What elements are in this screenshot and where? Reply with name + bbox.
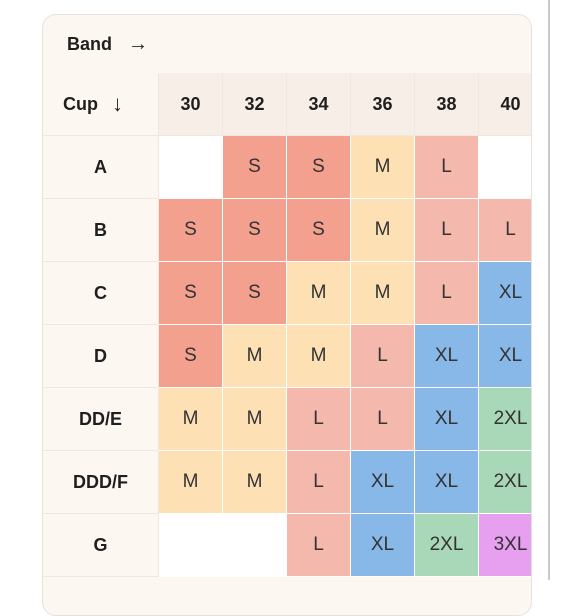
band-column-header: 38 [415, 73, 479, 136]
size-cell: M [287, 325, 351, 388]
band-column-header: 32 [223, 73, 287, 136]
arrow-down-icon: ↓ [112, 91, 123, 116]
size-cell: M [223, 388, 287, 451]
size-cell: S [223, 199, 287, 262]
size-cell: XL [415, 388, 479, 451]
size-cell: XL [415, 325, 479, 388]
size-cell: L [415, 199, 479, 262]
cup-label: Cup [63, 93, 98, 114]
size-cell: 2XL [479, 451, 531, 514]
size-grid: Cup ↓ 30 32 34 36 38 40 A S S M L B S S S M L L C S S M M L XL D S… [43, 73, 531, 577]
cup-row-header: A [43, 136, 159, 199]
size-cell: S [159, 199, 223, 262]
size-cell: M [159, 451, 223, 514]
size-cell: XL [415, 451, 479, 514]
cup-row-header: D [43, 325, 159, 388]
size-cell: 3XL [479, 514, 531, 577]
size-cell: L [287, 514, 351, 577]
size-cell: L [287, 451, 351, 514]
size-cell: S [223, 136, 287, 199]
band-column-header: 40 [479, 73, 531, 136]
size-cell: XL [479, 262, 531, 325]
band-column-header: 36 [351, 73, 415, 136]
arrow-right-icon: → [128, 32, 148, 55]
size-cell: M [351, 136, 415, 199]
size-cell: L [287, 388, 351, 451]
size-cell: S [223, 262, 287, 325]
size-cell [223, 514, 287, 577]
cup-row-header: DDD/F [43, 451, 159, 514]
cup-row-header: DD/E [43, 388, 159, 451]
size-cell: M [159, 388, 223, 451]
band-column-header: 30 [159, 73, 223, 136]
size-cell: XL [351, 514, 415, 577]
cup-header: Cup ↓ [43, 73, 159, 136]
size-cell: M [351, 262, 415, 325]
band-header: Band → [43, 15, 531, 73]
size-cell: L [351, 325, 415, 388]
cup-row-header: G [43, 514, 159, 577]
band-column-header: 34 [287, 73, 351, 136]
size-cell: 2XL [415, 514, 479, 577]
size-cell: S [287, 136, 351, 199]
band-label: Band [67, 33, 112, 54]
size-cell: L [479, 199, 531, 262]
cup-row-header: C [43, 262, 159, 325]
size-cell: M [287, 262, 351, 325]
size-cell [159, 136, 223, 199]
size-cell: L [415, 262, 479, 325]
size-cell: L [415, 136, 479, 199]
size-cell: M [351, 199, 415, 262]
size-cell: M [223, 451, 287, 514]
size-cell: S [159, 325, 223, 388]
size-cell: S [287, 199, 351, 262]
size-cell [159, 514, 223, 577]
size-cell: XL [479, 325, 531, 388]
size-cell: S [159, 262, 223, 325]
size-cell: XL [351, 451, 415, 514]
cup-row-header: B [43, 199, 159, 262]
size-cell: 2XL [479, 388, 531, 451]
scrollbar[interactable] [548, 0, 550, 580]
size-cell: L [351, 388, 415, 451]
size-cell: M [223, 325, 287, 388]
size-chart-card: Band → Cup ↓ 30 32 34 36 38 40 A S S M L B S S S M L L C S S… [42, 14, 532, 616]
size-cell [479, 136, 531, 199]
